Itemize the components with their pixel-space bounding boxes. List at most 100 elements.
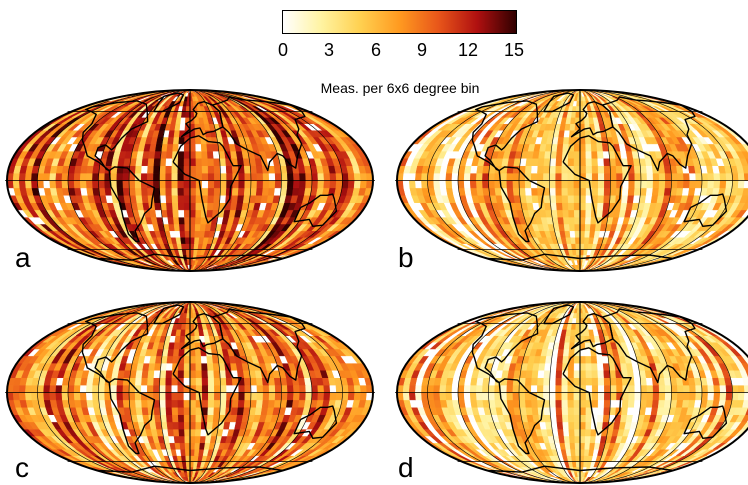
bin-cell xyxy=(306,385,313,392)
bin-cell xyxy=(160,173,166,180)
bin-cell xyxy=(556,188,562,195)
bin-cell xyxy=(634,166,641,173)
bin-cell xyxy=(190,378,196,385)
bin-cell xyxy=(574,181,580,188)
bin-cell xyxy=(324,181,331,188)
bin-cell xyxy=(25,393,32,400)
bin-cell xyxy=(214,407,220,414)
bin-cell xyxy=(190,422,196,429)
bin-cell xyxy=(207,203,213,210)
bin-cell xyxy=(184,217,190,224)
bin-cell xyxy=(576,106,580,112)
bin-cell xyxy=(232,188,239,195)
bin-cell xyxy=(117,181,123,188)
bin-cell xyxy=(190,151,196,158)
colorbar-tick-label: 9 xyxy=(417,40,427,61)
bin-cell xyxy=(489,173,495,180)
bin-cell xyxy=(244,188,251,195)
bin-cell xyxy=(683,173,690,180)
map-svg xyxy=(5,300,375,485)
bin-cell xyxy=(190,217,196,224)
map-panel-c xyxy=(5,300,375,485)
bin-cell xyxy=(702,173,709,180)
bin-cell xyxy=(220,158,227,165)
bin-cell xyxy=(720,173,727,180)
bin-cell xyxy=(434,173,441,180)
bin-cell xyxy=(99,385,105,392)
bin-cell xyxy=(117,188,124,195)
bin-cell xyxy=(147,385,153,392)
bin-cell xyxy=(558,217,564,224)
bin-cell xyxy=(173,429,179,436)
bin-cell xyxy=(586,210,592,217)
bin-cell xyxy=(470,173,477,180)
bin-cell xyxy=(293,173,300,180)
bin-cell xyxy=(160,188,166,195)
bin-cell xyxy=(196,415,202,422)
bin-cell xyxy=(190,400,196,407)
bin-cell xyxy=(214,393,220,400)
bin-cell xyxy=(428,181,435,188)
bin-cell xyxy=(202,158,208,165)
bin-cell xyxy=(220,385,226,392)
bin-cell xyxy=(604,173,610,180)
bin-cell xyxy=(312,181,319,188)
bin-cell xyxy=(597,151,603,158)
bin-cell xyxy=(184,210,190,217)
bin-cell xyxy=(604,158,610,165)
bin-cell xyxy=(239,181,245,188)
bin-cell xyxy=(558,137,564,144)
bin-cell xyxy=(287,393,293,400)
bin-cell xyxy=(160,195,166,202)
bin-cell xyxy=(470,181,477,188)
bin-cell xyxy=(227,385,233,392)
bin-cell xyxy=(154,195,161,202)
bin-cell xyxy=(226,400,233,407)
bin-cell xyxy=(202,363,208,370)
bin-cell xyxy=(166,188,172,195)
bin-cell xyxy=(184,203,190,210)
bin-cell xyxy=(677,181,683,188)
bin-cell xyxy=(13,173,20,180)
bin-cell xyxy=(123,385,129,392)
bin-cell xyxy=(190,356,196,363)
bin-cell xyxy=(640,188,647,195)
bin-cell xyxy=(149,363,156,370)
bin-cell xyxy=(446,181,453,188)
bin-cell xyxy=(507,181,513,188)
bin-cell xyxy=(178,407,184,414)
bin-cell xyxy=(647,173,653,180)
bin-cell xyxy=(178,181,184,188)
bin-cell xyxy=(190,407,196,414)
bin-cell xyxy=(476,173,482,180)
bin-cell xyxy=(190,166,196,173)
bin-cell xyxy=(166,166,172,173)
bin-cell xyxy=(312,393,319,400)
bin-cell xyxy=(142,407,149,414)
bin-cell xyxy=(562,181,568,188)
bin-cell xyxy=(342,393,349,400)
bin-cell xyxy=(348,393,355,400)
bin-cell xyxy=(62,181,69,188)
bin-cell xyxy=(574,217,580,224)
bin-cell xyxy=(141,188,148,195)
bin-cell xyxy=(562,188,568,195)
bin-cell xyxy=(658,188,665,195)
bin-cell xyxy=(184,393,190,400)
panel-label: a xyxy=(15,242,31,274)
bin-cell xyxy=(129,188,136,195)
bin-cell xyxy=(251,173,257,180)
bin-cell xyxy=(167,144,173,151)
bin-cell xyxy=(74,181,81,188)
bin-cell xyxy=(185,224,190,231)
bin-cell xyxy=(86,385,92,392)
bin-cell xyxy=(421,173,428,180)
bin-cell xyxy=(458,173,465,180)
bin-cell xyxy=(166,363,172,370)
bin-cell xyxy=(263,385,269,392)
bin-cell xyxy=(659,181,665,188)
bin-cell xyxy=(575,224,580,231)
bin-cell xyxy=(173,422,179,429)
bin-cell xyxy=(275,393,281,400)
bin-cell xyxy=(190,231,195,238)
